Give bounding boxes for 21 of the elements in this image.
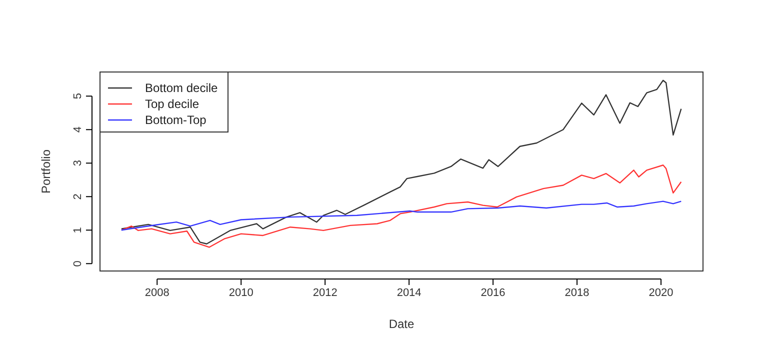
x-tick-label: 2014 (396, 286, 422, 299)
x-tick-label: 2020 (648, 286, 674, 299)
line-series (120, 200, 682, 231)
y-tick-label: 2 (72, 194, 84, 200)
x-tick-label: 2010 (228, 286, 254, 299)
line-series (120, 80, 682, 244)
legend-label: Top decile (145, 97, 200, 111)
legend-label: Bottom decile (145, 81, 218, 95)
x-tick-label: 2018 (564, 286, 590, 299)
x-tick-label: 2012 (312, 286, 338, 299)
line-series (120, 164, 682, 248)
y-tick-label: 4 (72, 126, 84, 133)
x-tick-label: 2016 (480, 286, 506, 299)
legend-label: Bottom-Top (145, 113, 207, 127)
x-tick-label: 2008 (144, 286, 170, 299)
y-axis-title: Portfolio (39, 149, 53, 194)
y-tick-label: 1 (72, 227, 84, 234)
y-tick-label: 5 (72, 93, 84, 100)
x-axis-title: Date (388, 317, 414, 331)
y-tick-label: 0 (72, 260, 84, 267)
y-tick-label: 3 (72, 160, 84, 166)
